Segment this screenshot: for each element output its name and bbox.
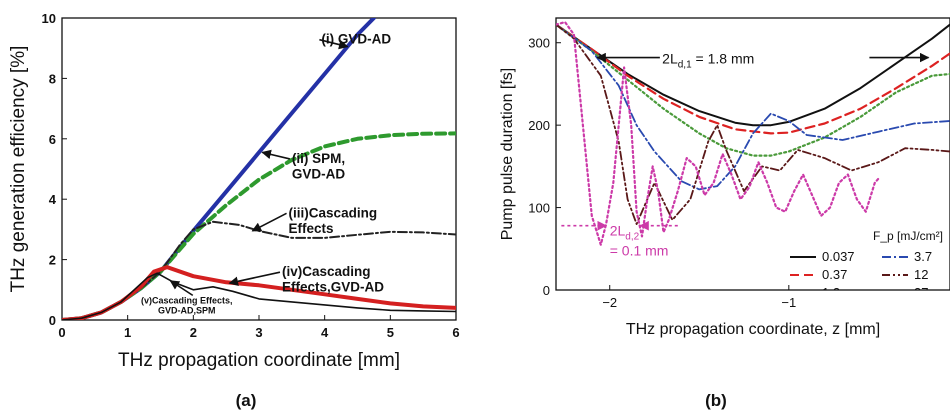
x-tick-label: 2 [190,325,197,340]
series-group [62,18,456,320]
legend-label: 0.37 [822,267,847,282]
annotation-label: (ii) SPM, GVD-AD [292,151,345,182]
annotation-line: GVD-AD [292,166,345,181]
y-tick-label: 6 [49,132,56,147]
legend: F_p [mJ/cm²] 0.037 0.37 1.2 3.7 12 37 [790,229,943,300]
y-axis-label: Pump pulse duration [fs] [499,68,516,241]
y-tick-label: 10 [42,11,56,26]
annotation-label: 2Ld,1 = 1.8 mm [662,50,754,70]
annotation-label: (v)Cascading Effects, GVD-AD,SPM [141,295,233,315]
legend-label: 0.037 [822,249,855,264]
panel-b-chart: −2 −1 0 100 200 300 THz propagation coordinate… [499,17,950,338]
annotation-arrow [228,271,281,287]
y-axis-label: THz generation efficiency [%] [8,46,29,293]
series-line-12 [556,23,950,226]
x-tick-label: 0 [58,325,65,340]
series-line-37 [556,21,880,246]
series-line-0-037 [556,23,950,127]
y-tick-label: 300 [528,36,550,51]
panel-a-chart: 0 1 2 3 4 5 6 0 2 4 6 8 10 THz propagation coordinate… [8,11,460,371]
annotation-line: (ii) SPM, [292,151,345,166]
x-tick-label: 1 [124,325,131,340]
legend-title: F_p [mJ/cm²] [873,229,943,243]
annotation-line: (iv)Cascading [282,264,371,279]
annotation-label: (iv)Cascading Effects,GVD-AD [282,264,384,295]
series-line-3-7 [556,23,950,191]
annotation-subscript: d,2 [625,232,639,243]
x-tick-label: 3 [255,325,262,340]
annotation-line: GVD-AD,SPM [158,306,216,316]
annotation-arrow [169,280,194,297]
legend-label: 1.2 [822,285,840,300]
annotation-line: Effects,GVD-AD [282,280,384,295]
y-tick-label: 2 [49,253,56,268]
annotation-label: (i) GVD-AD [321,32,391,47]
annotation-line: Effects [289,221,334,236]
annotation-label: (iii)Cascading Effects [289,205,378,236]
annotation-arrow [251,212,287,232]
annotation-line: (i) GVD-AD [321,32,391,47]
annotation-rest: = 1.8 mm [692,50,755,66]
y-tick-label: 200 [528,118,550,133]
y-tick-label: 0 [543,283,550,298]
series-line-iv-cascading-effects-gvd-ad [62,265,456,320]
annotation-main: 2L [610,223,626,239]
x-axis-label: THz propagation coordinate, z [mm] [626,321,880,338]
legend-label: 37 [914,285,928,300]
legend-label: 3.7 [914,249,932,264]
y-tick-label: 0 [49,313,56,328]
annotation-arrow [261,149,291,160]
annotation-label: = 0.1 mm [610,242,669,258]
plot-frame [555,17,950,291]
x-tick-label: 6 [452,325,459,340]
annotation-label: 2Ld,2 [610,223,640,243]
annotation-subscript: d,1 [678,59,692,70]
y-tick-label: 4 [49,192,57,207]
panel-b-label: (b) [705,391,727,410]
plot-frame [61,17,457,321]
y-tick-label: 100 [528,201,550,216]
x-tick-label: −1 [781,295,796,310]
annotation-main: 2L [662,50,678,66]
panel-a-label: (a) [236,391,257,410]
series-line-1-2 [556,23,950,157]
legend-label: 12 [914,267,928,282]
annotation-main: = 0.1 mm [610,242,669,258]
annotation-line: (iii)Cascading [289,205,378,220]
series-line-v-cascading-effects-gvd-ad-spm [62,272,456,320]
x-tick-label: 4 [321,325,329,340]
series-line-0-37 [556,23,950,135]
x-tick-label: 5 [387,325,394,340]
x-axis-label: THz propagation coordinate [mm] [118,350,400,371]
annotation-arrow [319,38,349,50]
annotation-line: (v)Cascading Effects, [141,295,233,305]
y-tick-label: 8 [49,71,56,86]
x-tick-label: −2 [602,295,617,310]
series-group [556,21,950,246]
